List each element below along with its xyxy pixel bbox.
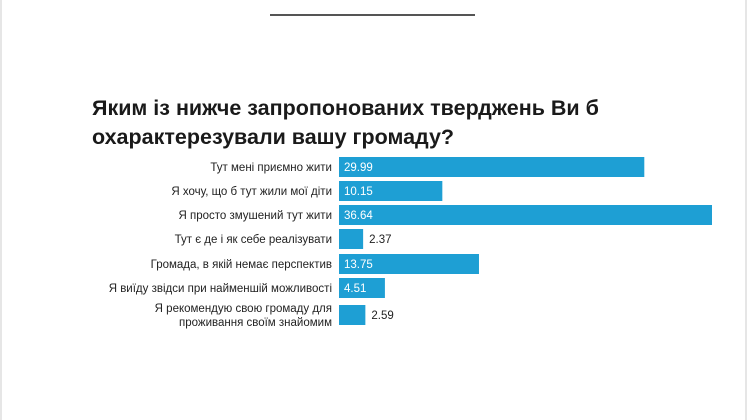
- bar-1: [339, 157, 645, 177]
- bar-4: [339, 229, 364, 249]
- bar-7: [339, 305, 366, 325]
- category-label-6: Я виїду звідси при найменшій можливості: [109, 283, 332, 295]
- chart-title: Яким із нижче запропонованих тверджень В…: [92, 96, 599, 149]
- value-label-2: 10.15: [344, 186, 373, 198]
- right-frame-edge: [745, 0, 747, 420]
- category-label-3: Я просто змушений тут жити: [179, 210, 333, 222]
- value-label-5: 13.75: [344, 259, 373, 271]
- category-label-4: Тут є де і як себе реалізувати: [175, 234, 332, 246]
- bar-3: [339, 205, 712, 225]
- bar-5: [339, 254, 479, 274]
- value-label-3: 36.64: [344, 210, 373, 222]
- value-label-7: 2.59: [371, 310, 393, 322]
- value-label-6: 4.51: [344, 283, 366, 295]
- category-label-7: Я рекомендую свою громаду для проживання …: [155, 303, 332, 329]
- category-label-5: Громада, в якій немає перспектив: [151, 259, 332, 271]
- value-label-1: 29.99: [344, 162, 373, 174]
- category-label-1: Тут мені приємно жити: [210, 162, 332, 174]
- left-frame-edge: [0, 0, 2, 420]
- top-divider: [270, 14, 475, 16]
- bar-6: [339, 278, 385, 298]
- category-label-2: Я хочу, що б тут жили мої діти: [171, 186, 332, 198]
- bar-2: [339, 181, 443, 201]
- value-label-4: 2.37: [369, 234, 391, 246]
